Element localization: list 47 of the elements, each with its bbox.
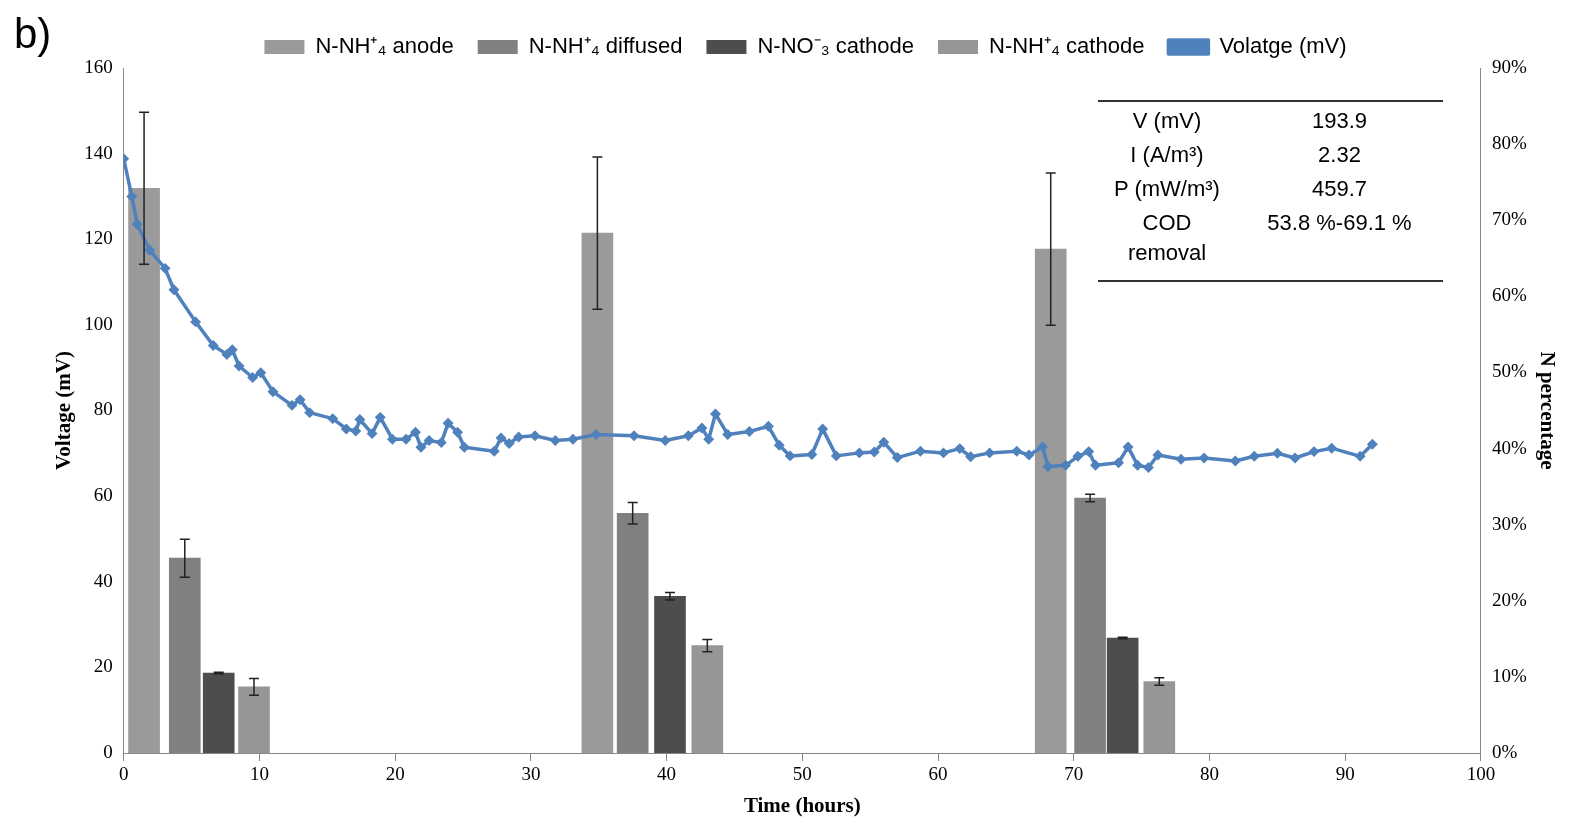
x-tick-label: 20 [385,763,405,785]
y-tick-label: 0 [103,740,113,762]
annotation: 193.9 [1310,107,1369,135]
x-tick-label: 10 [249,763,269,785]
x-tick-label: 30 [521,763,541,785]
legend-label: N-NH⁺₄ cathode [989,33,1145,59]
x-tick-label: 50 [792,763,812,785]
legend-label: N-NH⁺₄ diffused [528,33,683,59]
y-tick-label: 100 [84,312,113,334]
annotation: COD removal [1126,209,1208,267]
y2-tick-label: 60% [1491,284,1527,306]
y2-tick-label: 40% [1491,436,1527,458]
legend-label: N-NH⁺₄ anode [315,33,454,59]
y-tick-label: 60 [93,484,113,506]
y2-tick-label: 50% [1491,360,1527,382]
y2-tick-label: 80% [1491,132,1527,154]
y-tick-label: 120 [84,227,113,249]
x-tick-label: 0 [118,763,129,785]
y2-axis-title: N percentage [1535,351,1560,470]
x-tick-label: 40 [657,763,677,785]
chart-title: b) [14,10,52,58]
y2-tick-label: 90% [1491,55,1527,77]
y2-tick-label: 20% [1491,588,1527,610]
annotation: I (A/m³) [1129,141,1205,169]
legend-label: N-NO⁻₃ cathode [757,33,915,59]
x-tick-label: 70 [1064,763,1084,785]
annotation: P (mW/m³) [1113,175,1221,203]
y-tick-label: 40 [93,569,113,591]
x-tick-label: 100 [1466,763,1496,785]
x-tick-label: 60 [928,763,948,785]
legend-label: Volatge (mV) [1219,33,1347,59]
y-tick-label: 140 [84,141,113,163]
x-tick-label: 80 [1200,763,1220,785]
annotation: 2.32 [1317,141,1362,169]
y2-tick-label: 30% [1491,512,1527,534]
annotation: 53.8 %-69.1 % [1266,209,1413,237]
annotation: V (mV) [1131,107,1203,135]
x-tick-label: 90 [1335,763,1355,785]
annotation: 459.7 [1310,175,1369,203]
y2-tick-label: 0% [1491,740,1518,762]
y-tick-label: 80 [93,398,113,420]
y2-tick-label: 10% [1491,664,1527,686]
y-tick-label: 160 [84,55,113,77]
y2-tick-label: 70% [1491,208,1527,230]
x-axis-title: Time (hours) [743,792,861,817]
y-tick-label: 20 [93,655,113,677]
y-axis-title: Voltage (mV) [51,351,76,470]
